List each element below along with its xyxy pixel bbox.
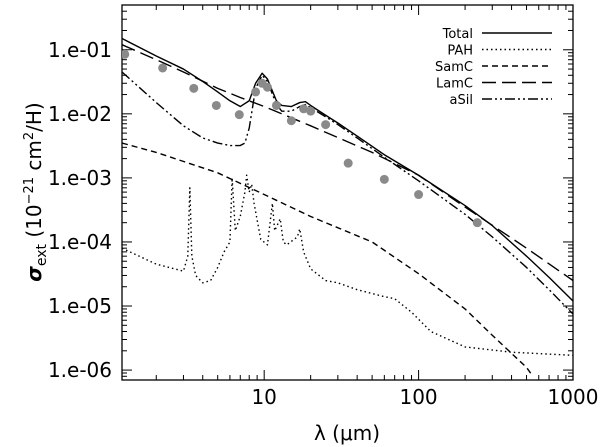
y-axis-label-mid: cm [22,140,46,177]
x-tick-label-10: 10 [251,385,276,409]
legend-label-samc: SamC [435,60,473,75]
observed-point-15 [414,190,424,200]
y-axis-label-open: (10 [22,204,46,244]
series-samc [122,142,534,377]
observed-point-14 [379,174,389,184]
y-tick-label-1.e-01: 1.e-01 [48,38,112,62]
axis-ticks [122,4,574,381]
y-tick-label-1.e-05: 1.e-05 [48,294,112,318]
y-tick-label-1.e-03: 1.e-03 [48,166,112,190]
y-axis-label-exp2: 2 [22,132,37,140]
legend-label-total: Total [442,27,473,42]
observed-point-16 [472,218,482,228]
y-tick-label-1.e-02: 1.e-02 [48,102,112,126]
observed-point-2 [189,83,199,93]
x-axis-label: λ (μm) [314,421,380,445]
observed-point-13 [343,158,353,168]
observed-point-7 [262,82,272,92]
observed-point-9 [286,116,296,126]
legend-label-pah: PAH [447,44,473,59]
legend-label-asil: aSil [450,93,473,108]
observed-point-11 [306,106,316,116]
y-tick-label-1.e-06: 1.e-06 [48,358,112,382]
x-tick-label-1000: 1000 [548,385,599,409]
series-lines [122,37,573,377]
observed-point-5 [251,87,261,97]
observed-point-12 [321,120,331,130]
y-axis-label: σext (10−21 cm2/H) [22,102,50,282]
observed-point-4 [234,110,244,120]
series-pah [122,174,573,357]
observed-point-10 [299,104,309,114]
y-axis-label-sub: ext [34,244,50,267]
x-tick-labels: 10 100 1000 [251,385,598,409]
y-tick-labels: 1.e-01 1.e-02 1.e-03 1.e-04 1.e-05 1.e-06 [48,38,112,382]
observed-point-0 [122,49,130,59]
y-tick-label-1.e-04: 1.e-04 [48,230,112,254]
observed-point-8 [271,100,281,110]
observed-point-1 [158,63,168,73]
x-tick-label-100: 100 [399,385,437,409]
y-axis-label-close: /H) [22,102,46,132]
y-axis-label-sigma: σ [22,266,46,282]
observed-point-3 [211,100,221,110]
series-asil [122,71,573,315]
legend-label-lamc: LamC [436,77,473,92]
series-total [122,37,573,302]
observed-points [122,49,482,228]
y-axis-label-exp1: −21 [22,177,37,204]
series-lamc [122,44,573,282]
